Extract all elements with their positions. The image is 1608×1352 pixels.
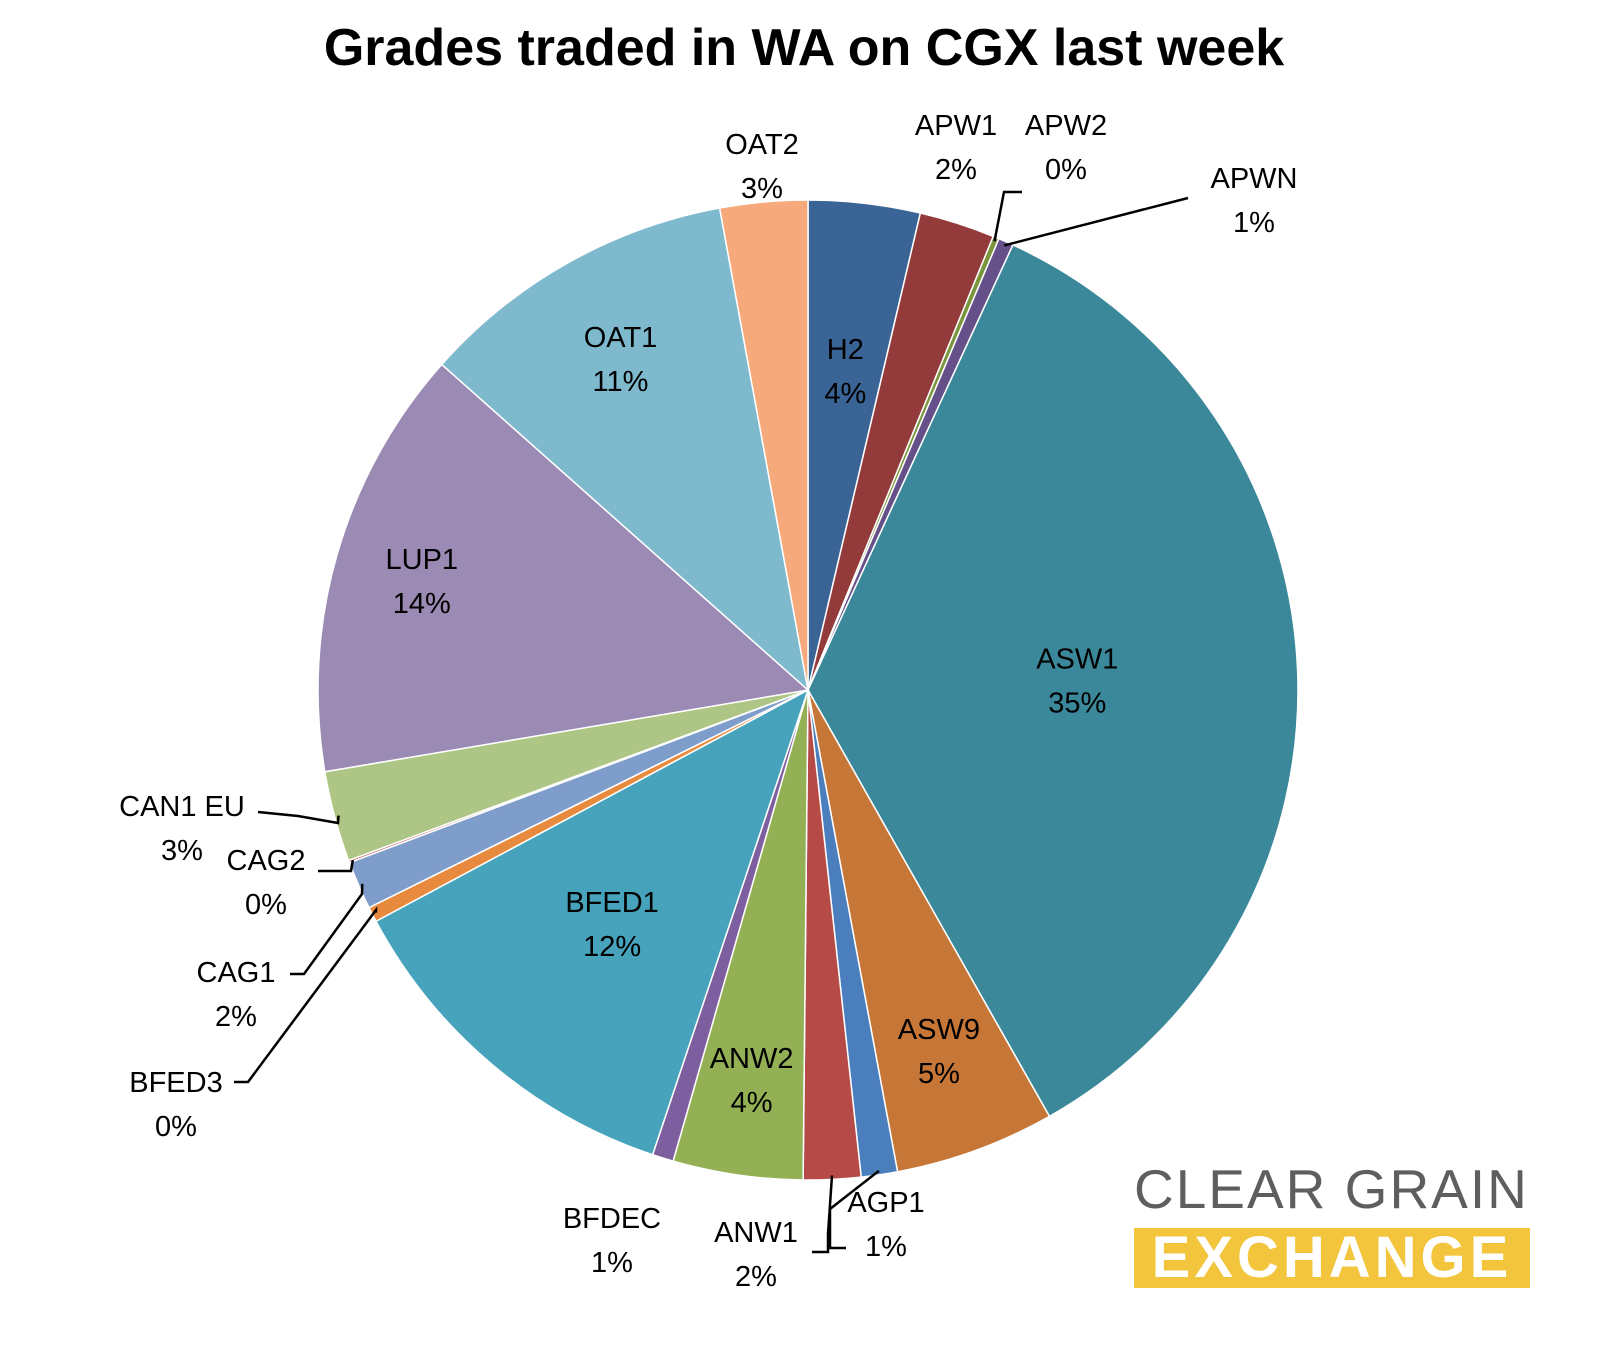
pie-slice-asw1 bbox=[807, 243, 1299, 1118]
leader-line-agp1 bbox=[828, 1169, 880, 1250]
leader-line-cag2 bbox=[318, 859, 355, 873]
slice-label-h2: H2 bbox=[827, 334, 864, 366]
pie-slices bbox=[317, 199, 1299, 1181]
slice-percent-apwn: 1% bbox=[1233, 207, 1275, 239]
slice-percent-h2: 4% bbox=[824, 378, 866, 410]
pie-slice-asw9 bbox=[807, 689, 1051, 1173]
slice-percent-apw1: 2% bbox=[935, 154, 977, 186]
slice-label-lup1: LUP1 bbox=[386, 544, 459, 576]
leader-line-cag1 bbox=[290, 883, 364, 976]
pie-slice-bfed1 bbox=[374, 688, 810, 1156]
slice-percent-anw1: 2% bbox=[735, 1261, 777, 1293]
clear-grain-exchange-logo: CLEAR GRAIN EXCHANGE bbox=[1134, 1156, 1530, 1294]
logo-line-2: EXCHANGE bbox=[1151, 1225, 1513, 1290]
slice-label-oat1: OAT1 bbox=[584, 322, 658, 354]
slice-percent-oat2: 3% bbox=[741, 173, 783, 205]
slice-percent-cag1: 2% bbox=[215, 1001, 257, 1033]
chart-title: Grades traded in WA on CGX last week bbox=[323, 19, 1285, 77]
slice-labels: H2 4% APW1 2% APW2 0% APWN 1% ASW1 35% ASW9 5% AGP1 1… bbox=[119, 110, 1297, 1293]
slice-percent-asw9: 5% bbox=[918, 1058, 960, 1090]
slice-label-agp1: AGP1 bbox=[847, 1187, 924, 1219]
pie-slice-oat1 bbox=[440, 207, 810, 693]
slice-percent-bfed1: 12% bbox=[583, 931, 641, 963]
slice-percent-can1-eu: 3% bbox=[161, 835, 203, 867]
slice-label-can1-eu: CAN1 EU bbox=[119, 791, 245, 823]
slice-percent-agp1: 1% bbox=[865, 1231, 907, 1263]
pie-slice-lup1 bbox=[317, 363, 810, 773]
slice-label-cag1: CAG1 bbox=[197, 957, 276, 989]
leader-line-apw2 bbox=[993, 190, 1022, 242]
slice-label-cag2: CAG2 bbox=[227, 845, 306, 877]
leader-lines bbox=[234, 190, 1189, 1254]
slice-label-apwn: APWN bbox=[1211, 163, 1298, 195]
slice-percent-bfdec: 1% bbox=[591, 1247, 633, 1279]
slice-label-apw1: APW1 bbox=[915, 110, 997, 142]
leader-line-can1-eu bbox=[257, 810, 340, 825]
slice-percent-oat1: 11% bbox=[593, 366, 649, 398]
slice-label-asw9: ASW9 bbox=[898, 1014, 980, 1046]
slice-label-anw1: ANW1 bbox=[714, 1217, 798, 1249]
slice-label-bfed1: BFED1 bbox=[565, 887, 658, 919]
slice-percent-lup1: 14% bbox=[393, 588, 451, 620]
slice-percent-anw2: 4% bbox=[731, 1087, 773, 1119]
slice-percent-cag2: 0% bbox=[245, 889, 287, 921]
leader-line-apwn bbox=[1003, 196, 1189, 247]
slice-label-apw2: APW2 bbox=[1025, 110, 1107, 142]
slice-label-anw2: ANW2 bbox=[710, 1043, 794, 1075]
slice-label-bfed3: BFED3 bbox=[129, 1067, 222, 1099]
logo-line-1: CLEAR GRAIN bbox=[1134, 1158, 1529, 1220]
slice-percent-asw1: 35% bbox=[1048, 688, 1106, 720]
logo-band: EXCHANGE bbox=[1134, 1228, 1530, 1288]
slice-label-bfdec: BFDEC bbox=[563, 1203, 661, 1235]
slice-label-asw1: ASW1 bbox=[1036, 644, 1118, 676]
slice-percent-apw2: 0% bbox=[1045, 154, 1087, 186]
pie-slice-oat2 bbox=[718, 199, 809, 691]
leader-line-anw1 bbox=[812, 1175, 834, 1254]
leader-line-bfed3 bbox=[234, 906, 378, 1084]
slice-percent-bfed3: 0% bbox=[155, 1111, 197, 1143]
slice-label-oat2: OAT2 bbox=[725, 129, 799, 161]
